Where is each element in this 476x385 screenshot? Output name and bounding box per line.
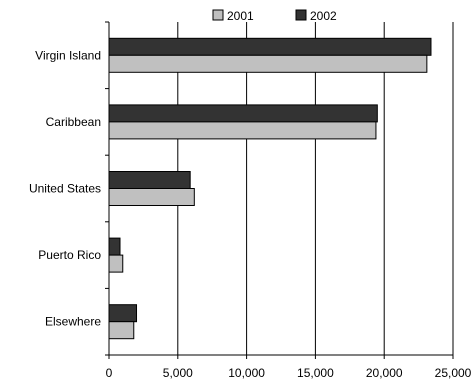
- bar-2002: [108, 104, 378, 123]
- x-tick-label: 0: [106, 366, 113, 380]
- x-tick-label: 25,000: [435, 366, 472, 380]
- category-label: Puerto Rico: [38, 248, 101, 262]
- axes: [105, 21, 454, 359]
- bar-2001: [108, 54, 428, 73]
- category-labels: Virgin Island Caribbean United States Puert…: [29, 48, 101, 328]
- bar-2002: [108, 304, 138, 323]
- legend: 2001 2002: [212, 9, 337, 23]
- bar-2002: [108, 37, 432, 56]
- x-tick-label: 5,000: [163, 366, 193, 380]
- legend-label-2002: 2002: [310, 9, 337, 23]
- bar-2002: [108, 171, 191, 189]
- x-tick-label: 20,000: [366, 366, 403, 380]
- bar-2001: [108, 121, 377, 140]
- category-label: Caribbean: [46, 115, 101, 129]
- category-label: Elsewhere: [45, 315, 101, 329]
- legend-swatch-2002: [295, 9, 307, 21]
- x-tick-label: 15,000: [297, 366, 334, 380]
- bar-2001: [108, 321, 135, 340]
- legend-swatch-2001: [212, 9, 224, 21]
- bar-2002: [108, 237, 121, 256]
- bars: [108, 37, 432, 340]
- x-tick-label: 10,000: [228, 366, 265, 380]
- bar-2001: [108, 254, 124, 273]
- bar-2001: [108, 188, 195, 206]
- category-label: Virgin Island: [35, 48, 101, 62]
- category-label: United States: [29, 182, 101, 196]
- grid-lines: [177, 22, 454, 355]
- x-tick-labels: 0 5,000 10,000 15,000 20,000 25,000: [106, 366, 472, 380]
- legend-label-2001: 2001: [227, 9, 254, 23]
